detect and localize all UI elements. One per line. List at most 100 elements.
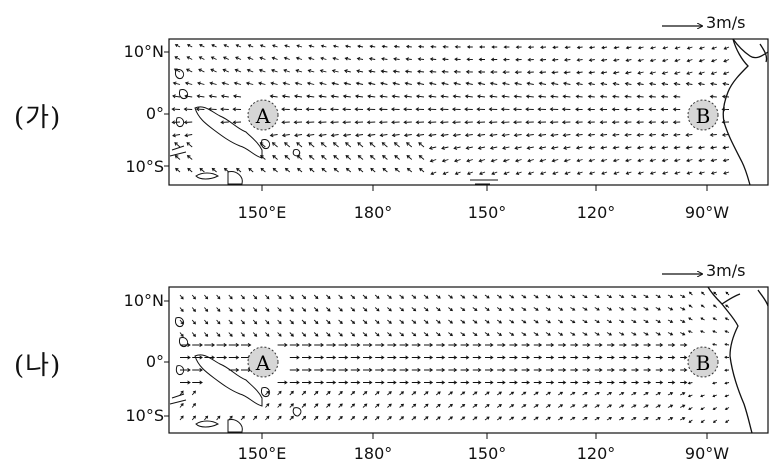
wind-vector <box>513 133 522 138</box>
wind-vector <box>502 145 510 150</box>
wind-vector <box>228 415 233 421</box>
wind-vector <box>545 307 551 311</box>
wind-vector <box>538 145 547 150</box>
wind-vector <box>558 368 567 372</box>
wind-vector <box>575 120 583 125</box>
wind-vector <box>318 94 327 99</box>
wind-vector <box>643 294 649 298</box>
wind-vector <box>484 319 490 324</box>
wind-vector <box>479 171 486 176</box>
wind-vector <box>479 45 485 49</box>
wind-vector <box>281 107 290 112</box>
wind-vector <box>294 81 303 86</box>
wind-vector <box>607 380 615 385</box>
wind-vector <box>318 133 327 138</box>
wind-vector <box>191 415 196 421</box>
wind-vector <box>228 343 240 347</box>
wind-vector <box>655 307 661 311</box>
wind-vector <box>587 120 595 125</box>
wind-vector <box>259 44 266 48</box>
wind-vector <box>411 391 417 396</box>
wind-vector <box>399 355 409 360</box>
wind-vector <box>538 133 547 138</box>
wind-vector <box>606 404 613 408</box>
wind-vector <box>477 133 486 138</box>
wind-vector <box>331 81 339 86</box>
wind-vector <box>179 402 184 408</box>
wind-vector <box>613 171 620 175</box>
wind-vector <box>448 380 458 385</box>
wind-vector <box>204 332 209 337</box>
wind-vector <box>496 404 502 408</box>
wind-vector <box>442 171 449 176</box>
wind-vector <box>204 355 216 360</box>
wind-vector <box>277 415 282 421</box>
wind-vector <box>232 120 242 125</box>
wind-vector <box>240 294 245 300</box>
wind-vector <box>350 343 361 347</box>
wind-vector <box>191 402 196 408</box>
wind-vector <box>313 332 319 337</box>
wind-vector <box>680 380 688 385</box>
wind-vector <box>246 68 254 73</box>
wind-vector <box>416 81 425 86</box>
wind-vector <box>618 416 625 421</box>
wind-vector <box>712 419 718 423</box>
wind-vector <box>539 158 547 163</box>
wind-vector <box>594 380 603 385</box>
wind-vector <box>552 45 559 50</box>
wind-vector <box>700 304 705 308</box>
wind-vector <box>612 94 620 99</box>
wind-vector <box>448 403 453 408</box>
lat-label-10s-ga: 10°S <box>125 157 164 176</box>
wind-vector <box>391 94 400 99</box>
wind-vector <box>265 307 270 312</box>
coastline-west-ga <box>169 69 498 185</box>
wind-vector <box>204 307 209 312</box>
wind-vector <box>417 69 425 74</box>
wind-vector <box>472 319 478 324</box>
wind-vector <box>699 330 705 333</box>
wind-vector <box>502 158 510 163</box>
wind-vector <box>545 391 551 396</box>
wind-vector <box>497 368 506 372</box>
wind-vector <box>374 319 380 324</box>
wind-vector <box>674 71 681 75</box>
wind-vector <box>618 404 625 408</box>
wind-vector <box>448 416 453 421</box>
wind-vector <box>551 158 559 163</box>
wind-vector <box>557 404 564 408</box>
wind-vector <box>472 307 478 312</box>
wind-vector <box>277 307 282 312</box>
wind-vector <box>561 120 571 125</box>
wind-vector <box>387 355 397 360</box>
wind-vector <box>466 158 473 163</box>
wind-vector <box>338 332 343 337</box>
wind-vector <box>655 380 664 385</box>
wind-vector <box>272 44 278 48</box>
wind-vector <box>313 319 319 325</box>
wind-vector <box>296 142 303 148</box>
wind-vector <box>680 343 688 347</box>
wind-vector <box>624 70 632 75</box>
wind-vector <box>423 294 429 299</box>
wind-vector <box>330 120 339 125</box>
wind-vector <box>428 81 437 86</box>
wind-vector <box>289 415 294 421</box>
wind-vector <box>655 417 661 421</box>
wind-vector <box>661 158 669 163</box>
wind-vector <box>700 394 705 398</box>
wind-vector <box>710 171 717 175</box>
wind-vector <box>552 171 559 175</box>
wind-vector <box>476 94 486 99</box>
wind-vector <box>427 107 437 112</box>
wind-vector <box>289 343 300 347</box>
wind-vector <box>313 390 319 396</box>
wind-vector <box>533 368 543 372</box>
wind-vector <box>509 307 515 311</box>
wind-vector <box>525 133 534 138</box>
wind-vector <box>338 307 343 312</box>
wind-vector <box>637 46 644 50</box>
wind-vector <box>618 294 625 299</box>
wind-vector <box>375 343 385 347</box>
